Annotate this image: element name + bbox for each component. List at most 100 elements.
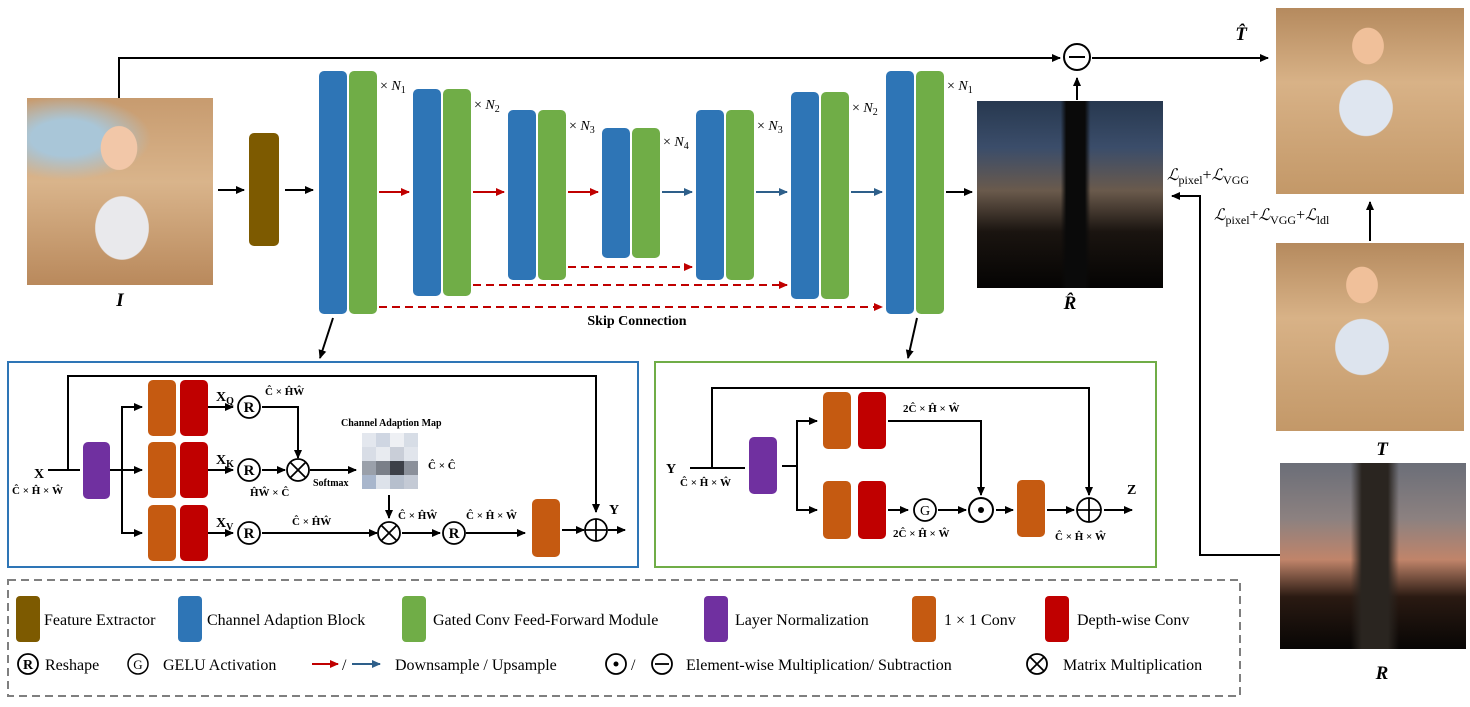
svg-text:× N1: × N1: [947, 79, 973, 96]
cab-v-conv: [148, 505, 176, 561]
output-r-hat-image: [977, 101, 1163, 288]
svg-text:× N3: × N3: [569, 119, 595, 136]
svg-text:× N3: × N3: [757, 119, 783, 136]
cab-block-6: [791, 92, 819, 299]
svg-text:Element-wise Multiplication/ S: Element-wise Multiplication/ Subtraction: [686, 657, 952, 674]
cab-q-dw: [180, 380, 208, 436]
input-image-label: I: [115, 290, 124, 311]
gcff-block-7: [916, 71, 944, 314]
cab-block-4: [602, 128, 630, 258]
cab-k-dw: [180, 442, 208, 498]
gelu-icon: G: [913, 498, 937, 522]
gcff-block-4: [632, 128, 660, 258]
svg-text:Ĉ × ĤŴ: Ĉ × ĤŴ: [292, 515, 331, 528]
loss-arrows: [1171, 192, 1374, 556]
skip-connection-label: Skip Connection: [587, 314, 686, 329]
svg-text:Ĉ × Ĥ × Ŵ: Ĉ × Ĥ × Ŵ: [1055, 530, 1106, 543]
svg-text:Feature Extractor: Feature Extractor: [44, 612, 156, 629]
gcff-block-1: [349, 71, 377, 314]
svg-text:/: /: [631, 657, 636, 674]
svg-text:Matrix Multiplication: Matrix Multiplication: [1063, 657, 1202, 674]
svg-text:Y: Y: [666, 462, 676, 477]
svg-text:2Ĉ × Ĥ × Ŵ: 2Ĉ × Ĥ × Ŵ: [893, 527, 950, 540]
svg-text:Z: Z: [1127, 483, 1136, 498]
cab-detail-box: [7, 361, 639, 568]
svg-text:XK: XK: [216, 453, 234, 470]
feature-extractor-block: [249, 133, 279, 246]
main-flow-arrows: [218, 186, 973, 196]
svg-text:Softmax: Softmax: [313, 478, 349, 489]
cab-block-7: [886, 71, 914, 314]
gcff-bottom-dw: [858, 481, 886, 539]
svg-text:Ĉ × Ĥ × Ŵ: Ĉ × Ĥ × Ŵ: [466, 509, 517, 522]
legend-box: [7, 579, 1241, 697]
t-label: T: [1376, 439, 1389, 460]
svg-text:/: /: [342, 657, 347, 674]
svg-text:Downsample / Upsample: Downsample / Upsample: [395, 657, 557, 674]
gcff-top-conv: [823, 392, 851, 449]
cab-q-conv: [148, 380, 176, 436]
svg-text:GELU Activation: GELU Activation: [163, 657, 276, 674]
svg-text:Ĉ × ĤŴ: Ĉ × ĤŴ: [398, 509, 437, 522]
svg-text:ĤŴ × Ĉ: ĤŴ × Ĉ: [250, 486, 289, 499]
r-label: R: [1375, 663, 1389, 684]
svg-text:× N1: × N1: [380, 79, 406, 96]
svg-text:Reshape: Reshape: [45, 657, 99, 674]
output-t-hat-image: [1276, 8, 1464, 194]
gcff-block-3: [538, 110, 566, 280]
svg-text:Depth-wise Conv: Depth-wise Conv: [1077, 612, 1189, 629]
elementwise-mult-icon: [968, 497, 994, 523]
t-hat-label: T̂: [1235, 24, 1248, 45]
cab-block-2: [413, 89, 441, 296]
loss-label-1: ℒpixel+ℒVGG: [1167, 167, 1249, 187]
cab-detail: R R R R: [12, 375, 626, 561]
cab-block-5: [696, 110, 724, 280]
gcff-block-6: [821, 92, 849, 299]
svg-text:R: R: [244, 463, 255, 479]
svg-text:Ĉ × Ĥ × Ŵ: Ĉ × Ĥ × Ŵ: [12, 484, 63, 497]
svg-text:R: R: [449, 526, 460, 542]
svg-text:Gated Conv Feed-Forward Module: Gated Conv Feed-Forward Module: [433, 612, 658, 629]
legend: Feature Extractor Channel Adaption Block…: [16, 596, 1202, 675]
svg-text:Ĉ × ĤŴ: Ĉ × ĤŴ: [265, 385, 304, 398]
cab-k-conv: [148, 442, 176, 498]
svg-text:Channel Adaption Map: Channel Adaption Map: [341, 418, 442, 429]
svg-text:XQ: XQ: [216, 390, 234, 407]
channel-adaption-map: [362, 433, 418, 489]
gcff-out-conv: [1017, 480, 1045, 537]
svg-text:XV: XV: [216, 516, 234, 533]
r-hat-label: R̂: [1063, 293, 1077, 314]
cab-out-conv: [532, 499, 560, 557]
svg-text:R: R: [244, 400, 255, 416]
svg-text:G: G: [133, 657, 142, 672]
svg-text:R: R: [23, 658, 34, 673]
skip-connections: [379, 263, 883, 311]
input-image: [27, 98, 213, 285]
gcff-block-2: [443, 89, 471, 296]
gcff-detail: G Y Z Ĉ × Ĥ × Ŵ 2Ĉ × Ĥ × Ŵ 2Ĉ × H…: [666, 387, 1136, 543]
svg-text:Layer Normalization: Layer Normalization: [735, 612, 869, 629]
svg-text:× N2: × N2: [474, 98, 500, 115]
gcff-top-dw: [858, 392, 886, 449]
svg-text:G: G: [920, 504, 930, 519]
subtraction-icon: [1063, 43, 1091, 71]
multiplier-labels: × N1 × N2 × N3 × N4 × N3 × N2 × N1: [380, 79, 973, 152]
gcff-detail-box: [654, 361, 1157, 568]
svg-text:× N4: × N4: [663, 135, 689, 152]
encoder-decoder-blocks: [319, 71, 944, 314]
cab-layernorm: [83, 442, 110, 499]
svg-text:R: R: [244, 526, 255, 542]
svg-text:Y: Y: [609, 503, 619, 518]
target-t-image: [1276, 243, 1464, 431]
gcff-bottom-conv: [823, 481, 851, 539]
loss-label-2: ℒpixel+ℒVGG+ℒldl: [1214, 207, 1330, 227]
svg-text:X: X: [34, 467, 44, 482]
top-bypass-line: [118, 54, 1269, 100]
svg-text:× N2: × N2: [852, 101, 878, 118]
add-icon: [1076, 497, 1102, 523]
cab-block-3: [508, 110, 536, 280]
gcff-block-5: [726, 110, 754, 280]
expansion-arrows: [318, 317, 918, 359]
